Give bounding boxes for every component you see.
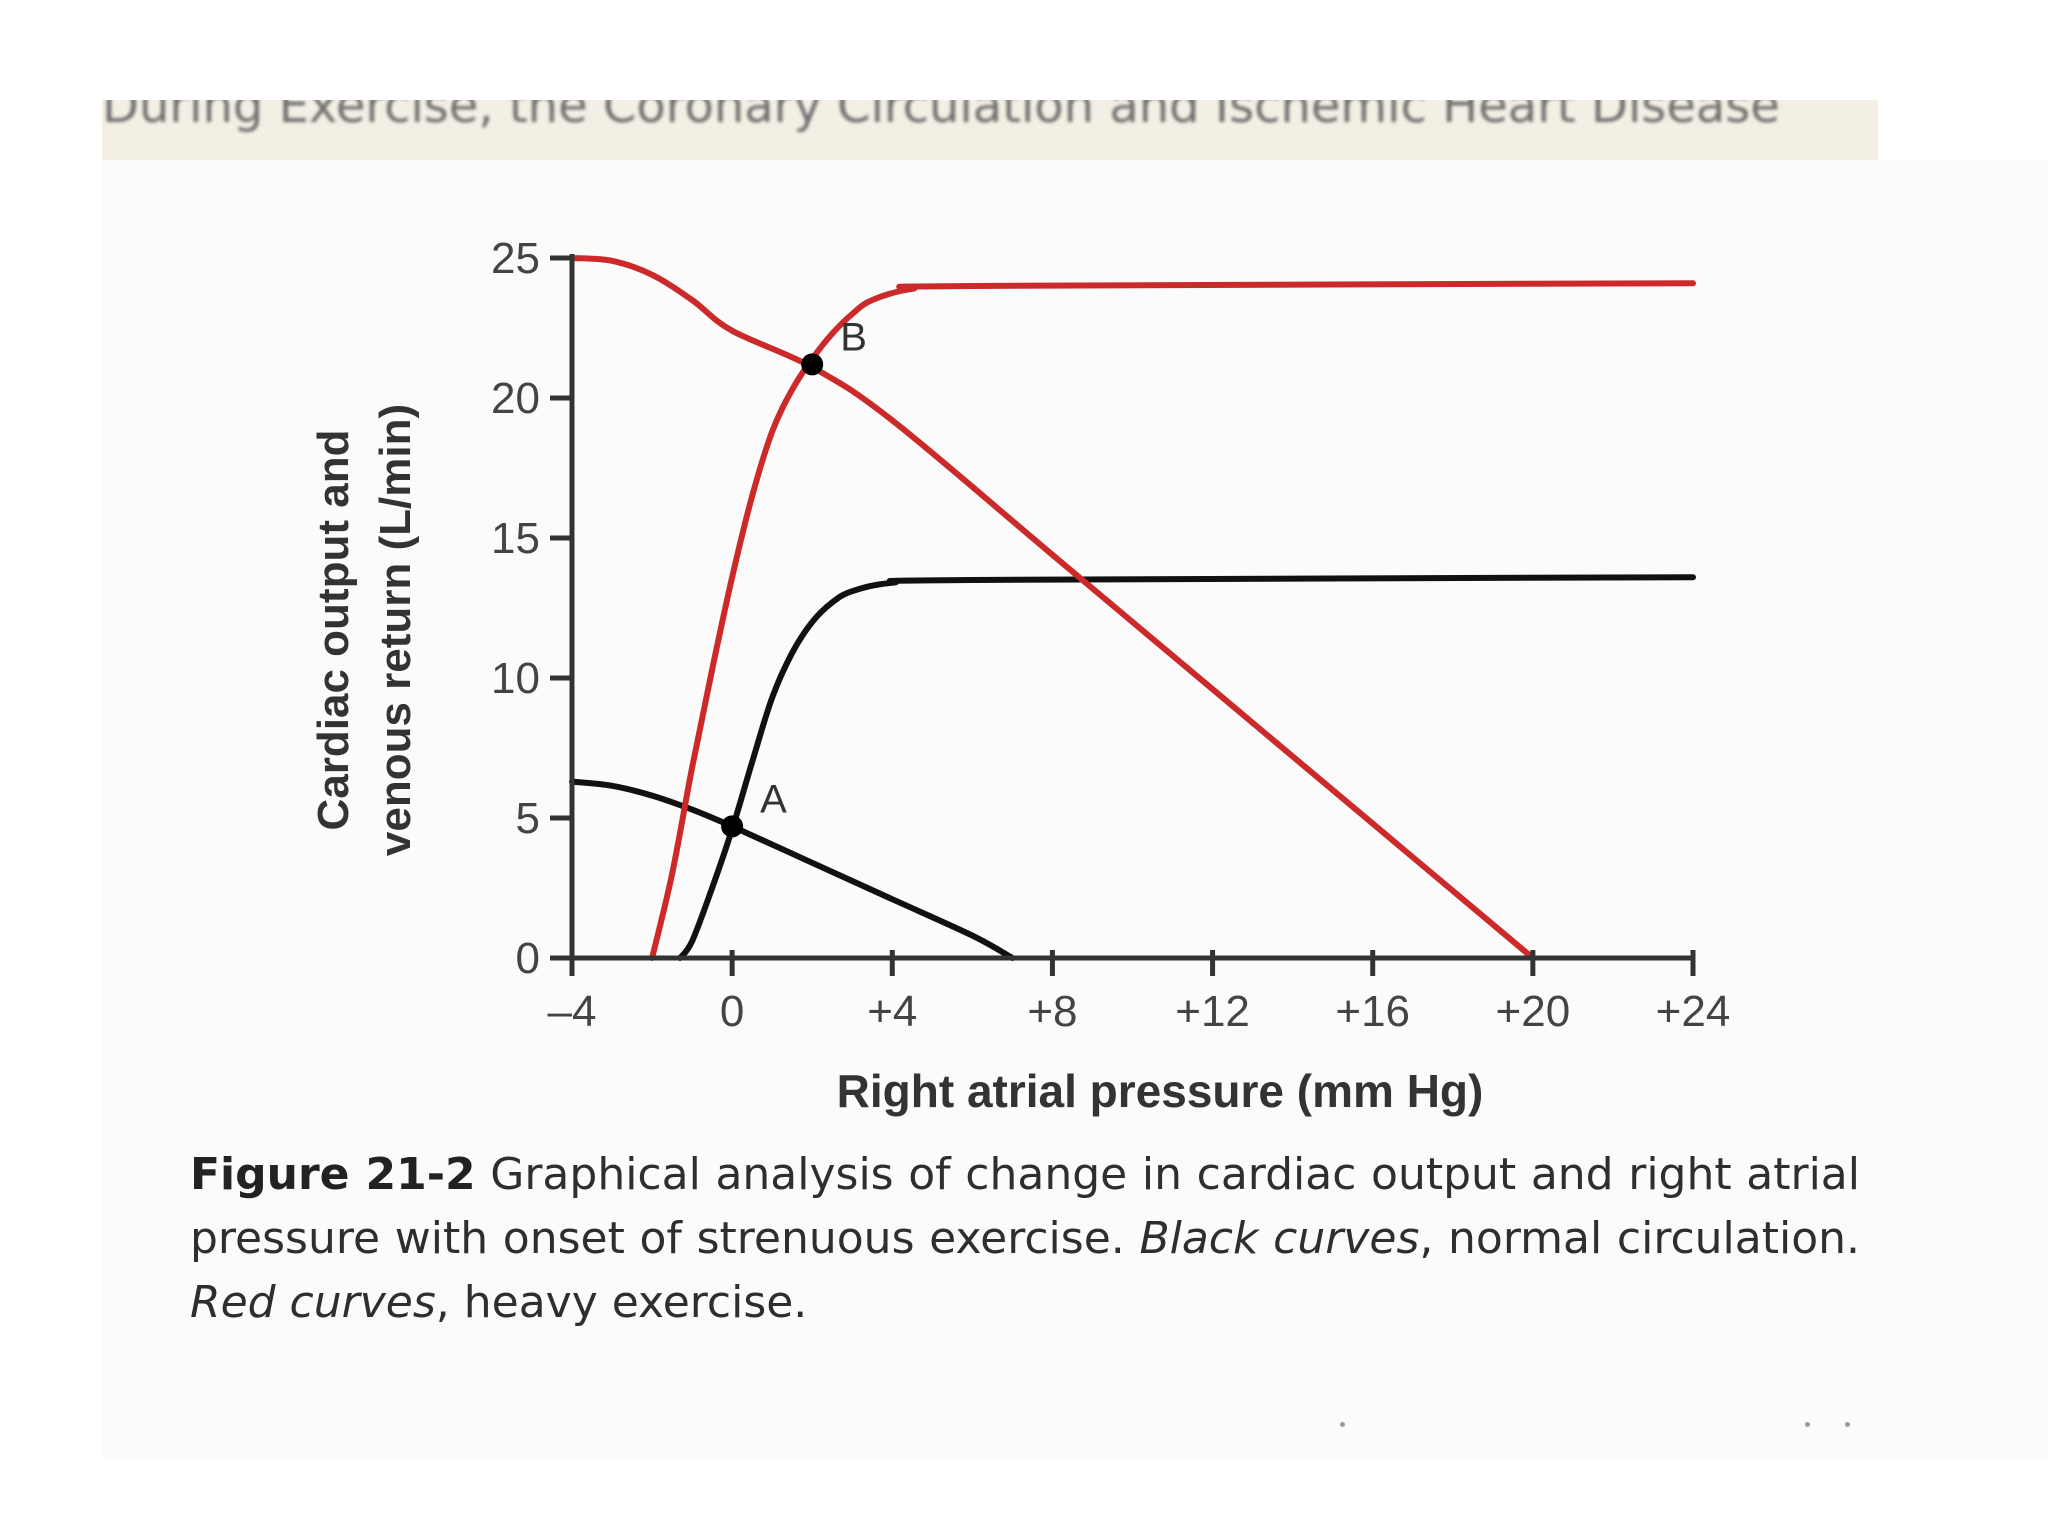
y-axis-label-line1: Cardiac output and — [309, 430, 358, 831]
y-tick-label: 20 — [491, 374, 540, 423]
x-tick-label: –4 — [548, 987, 597, 1036]
x-tick-label: +8 — [1027, 987, 1077, 1036]
caption-text-1: Graphical analysis of change in cardiac … — [190, 1149, 1860, 1264]
x-tick-label: +16 — [1335, 987, 1410, 1036]
point-label-b: B — [840, 315, 867, 359]
y-tick-label: 0 — [516, 934, 540, 983]
top-banner: During Exercise, the Coronary Circulatio… — [102, 100, 1878, 160]
normal-curve-0 — [677, 574, 1696, 961]
figure-caption: Figure 21-2 Graphical analysis of change… — [190, 1143, 1860, 1335]
x-axis-label: Right atrial pressure (mm Hg) — [837, 1065, 1484, 1117]
y-tick-label: 5 — [516, 794, 540, 843]
point-label-a: A — [760, 777, 787, 821]
caption-italic-1: Black curves — [1139, 1213, 1420, 1264]
x-tick-label: 0 — [720, 987, 744, 1036]
normal-curve-1 — [569, 778, 1016, 961]
exercise-curve-3 — [569, 255, 1536, 961]
caption-text-3: , heavy exercise. — [435, 1277, 808, 1328]
y-tick-label: 15 — [491, 514, 540, 563]
point-a — [721, 815, 744, 838]
points-layer: AB — [721, 315, 867, 838]
caption-text-2: , normal circulation. — [1419, 1213, 1860, 1264]
bottom-decoration — [1340, 1422, 1860, 1428]
caption-italic-2: Red curves — [190, 1277, 436, 1328]
exercise-curve-2 — [649, 280, 1696, 961]
point-b — [801, 353, 824, 376]
x-tick-label: +12 — [1175, 987, 1250, 1036]
x-tick-label: +20 — [1496, 987, 1571, 1036]
banner-text: During Exercise, the Coronary Circulatio… — [102, 100, 1780, 134]
page-panel — [102, 160, 2048, 1460]
y-tick-label: 25 — [491, 234, 540, 283]
y-tick-label: 10 — [491, 654, 540, 703]
y-axis-label-line2: venous return (L/min) — [371, 404, 420, 856]
x-tick-label: +24 — [1656, 987, 1731, 1036]
x-tick-label: +4 — [867, 987, 917, 1036]
axes-layer — [569, 254, 1693, 961]
curves-layer — [569, 255, 1696, 961]
figure-label: Figure 21-2 — [190, 1149, 476, 1200]
